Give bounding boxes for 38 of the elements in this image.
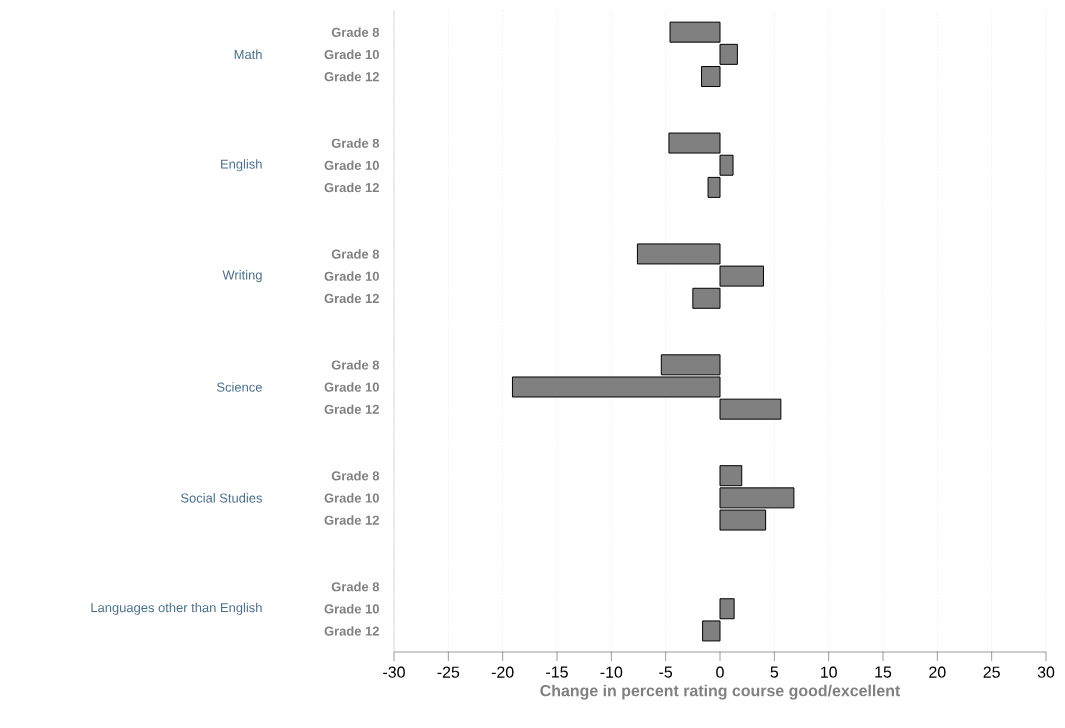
y-tick-label: Grade 10: [324, 271, 379, 281]
y-tick-label: Grade 12: [324, 626, 379, 636]
y-tick-label: Grade 10: [324, 603, 379, 614]
x-tick-label: -25: [437, 666, 460, 678]
y-tick-label: Grade 8: [331, 360, 380, 370]
x-tick-label: -5: [659, 666, 673, 678]
y-tick-label: Grade 12: [324, 515, 379, 525]
text: Social Studies: [181, 493, 262, 503]
y-tick-label: Grade 12: [324, 182, 379, 193]
x-tick-label: 15: [875, 666, 892, 678]
y-tick-label: Grade 10: [324, 493, 379, 503]
text: Languages other than English: [91, 602, 262, 615]
x-tick-label: -30: [383, 666, 405, 678]
y-tick-label: Grade 10: [324, 382, 379, 392]
y-tick-label: Grade 8: [331, 27, 380, 37]
text: Writing: [222, 270, 262, 283]
text: Science: [217, 382, 262, 392]
y-tick-label: Grade 12: [324, 71, 379, 82]
y-tick-label: Grade 10: [324, 49, 379, 60]
y-tick-label: Grade 12: [324, 404, 379, 414]
text: Math: [234, 49, 262, 60]
y-tick-label: Grade 8: [331, 249, 380, 259]
y-tick-label: Grade 8: [331, 138, 380, 148]
x-tick-label: -10: [600, 666, 623, 678]
text: English: [221, 159, 262, 172]
x-tick-label: 0: [716, 666, 724, 678]
y-tick-label: Grade 12: [324, 293, 379, 304]
x-tick-label: 30: [1037, 666, 1055, 678]
x-axis-title: Change in percent rating course good/excellent: [540, 684, 901, 700]
x-tick-label: -15: [546, 666, 568, 678]
x-tick-label: -20: [491, 666, 514, 678]
x-tick-label: 20: [929, 666, 946, 678]
x-tick-label: 25: [983, 666, 1000, 678]
x-tick-label: 5: [770, 666, 779, 678]
y-tick-label: Grade 8: [331, 581, 380, 592]
y-tick-label: Grade 10: [324, 160, 379, 170]
x-tick-label: 10: [821, 666, 837, 678]
y-tick-label: Grade 8: [331, 470, 380, 481]
